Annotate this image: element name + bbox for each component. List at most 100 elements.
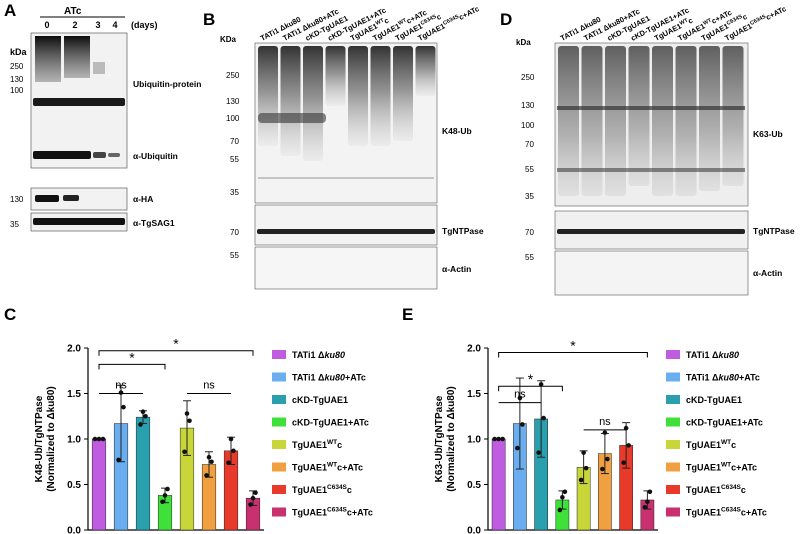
legend-swatch: [666, 507, 680, 517]
data-point: [231, 448, 236, 454]
significance-label: *: [129, 349, 135, 365]
data-point: [623, 425, 629, 431]
data-point: [248, 502, 253, 507]
legend-label: TgUAE1C634Sc+ATc: [686, 507, 767, 518]
legend-swatch: [666, 417, 680, 427]
legend-swatch: [666, 485, 680, 494]
panel-d-band-ntpase: [557, 229, 745, 234]
legend-label: TATi1 Δku80+ATc: [686, 373, 760, 383]
blot-smear-lane: [699, 46, 720, 191]
data-point: [116, 457, 121, 463]
data-point: [583, 465, 589, 471]
panel-d-label-ntpase: TgNTPase: [753, 226, 795, 236]
data-point: [647, 489, 653, 495]
data-point: [541, 415, 546, 421]
panel-d-marker-130: 130: [521, 101, 535, 110]
data-point: [140, 409, 146, 415]
y-axis-label-line2: (Normalized to Δku80): [446, 386, 457, 492]
y-axis-label-line2: (Normalized to Δku80): [46, 386, 57, 492]
chart-k63: 0.0 0.5 1.0 1.5 2.0 K63-Ub/TgNTPase (Normalize…: [434, 338, 658, 534]
panel-d-marker-70-ntpase: 70: [525, 228, 534, 237]
panel-a-band-sag1: [33, 218, 125, 225]
blot-smear-lane: [280, 46, 301, 156]
significance-bracket: [498, 385, 563, 392]
panel-d-marker-250: 250: [521, 73, 535, 82]
data-point: [496, 436, 501, 442]
panel-a-band-ubiquitin-4: [108, 153, 120, 157]
panel-d-kda-label: kDa: [516, 38, 531, 47]
panel-a-treatment: ATc: [64, 6, 82, 17]
data-point: [138, 422, 143, 427]
legend-label: TgUAE1WTc: [292, 439, 342, 450]
legend-swatch: [272, 485, 286, 494]
data-point: [209, 459, 214, 465]
y-tick-label: 0.0: [467, 526, 481, 534]
legend-label: cKD-TgUAE1+ATc: [292, 418, 369, 428]
legend-label: TgUAE1C634Sc+ATc: [292, 507, 373, 518]
data-point: [557, 507, 563, 513]
panel-a-marker-35: 35: [10, 220, 19, 229]
legend-label: TgUAE1C634Sc: [686, 484, 746, 495]
significance-label: ns: [514, 389, 526, 401]
data-point: [642, 504, 648, 510]
data-point: [492, 436, 497, 442]
legend-label: TATi1 Δku80: [292, 350, 345, 360]
blot-smear-lane: [325, 46, 346, 106]
legend-swatch: [272, 372, 286, 382]
y-tick-label: 2.0: [67, 344, 81, 355]
significance-label: *: [173, 336, 179, 352]
blot-smear-lane: [581, 46, 603, 196]
panel-d-band-55: [557, 168, 745, 172]
data-point: [92, 436, 98, 442]
panel-d-marker-55-actin: 55: [525, 253, 534, 262]
data-point: [602, 430, 608, 435]
data-point: [562, 489, 568, 495]
significance-label: ns: [599, 416, 611, 428]
data-point: [206, 454, 212, 460]
legend-k63: TATi1 Δku80 TATi1 Δku80+ATc cKD-TgUAE1 cKD-…: [666, 350, 767, 518]
panel-a-band-nonspecific: [33, 98, 125, 106]
data-point: [96, 436, 102, 442]
panel-b-label-k48: K48-Ub: [442, 126, 472, 136]
data-point: [121, 404, 126, 410]
panel-d-smears: [558, 46, 744, 196]
panel-b-blot-actin: [254, 246, 438, 290]
blot-smear-lane: [258, 46, 278, 146]
panel-d-label-k63: K63-Ub: [753, 129, 783, 139]
legend-label: TgUAE1C634Sc: [292, 484, 352, 495]
data-point: [226, 460, 231, 465]
panel-a-lane-labels: 0 2 3 4: [44, 20, 117, 30]
panel-a-band-ubiquitin-1: [33, 151, 91, 159]
panel-b-marker-55-actin: 55: [230, 251, 239, 260]
legend-swatch: [666, 395, 680, 404]
panel-b-label-ntpase: TgNTPase: [442, 226, 484, 236]
y-axis-label-line1: K48-Ub/TgNTPase: [34, 395, 45, 482]
panel-a-marker-130: 130: [10, 75, 24, 84]
panel-b-marker-70: 70: [230, 137, 239, 146]
panel-b-marker-250: 250: [226, 71, 240, 80]
panel-letter-e: E: [402, 305, 413, 324]
panel-a-smear-lane1: [35, 36, 61, 82]
data-point: [605, 456, 610, 462]
data-point: [204, 473, 209, 478]
blot-smear-lane: [722, 46, 744, 186]
legend-label: TgUAE1WTc+ATc: [686, 462, 757, 473]
data-point: [100, 436, 106, 442]
data-point: [560, 494, 565, 500]
panel-a-lane-unit: (days): [131, 20, 158, 30]
panel-a-marker-100: 100: [10, 86, 24, 95]
data-point: [253, 490, 258, 495]
legend-label: cKD-TgUAE1+ATc: [686, 418, 763, 428]
panel-b-label-actin: α-Actin: [442, 264, 471, 274]
panel-d-marker-35: 35: [525, 192, 534, 201]
panel-a-band-ubiquitin-3: [93, 152, 106, 158]
legend-swatch: [272, 350, 286, 359]
data-point: [250, 495, 256, 501]
legend-label: TgUAE1WTc+ATc: [292, 462, 363, 473]
legend-swatch: [666, 372, 680, 382]
chart-k48: 0.0 0.5 1.0 1.5 2.0 K48-Ub/TgNTPase (Normalize…: [34, 336, 264, 534]
blot-smear-lane: [415, 46, 436, 96]
y-tick-label: 0.0: [67, 526, 81, 534]
legend-swatch: [666, 350, 680, 359]
